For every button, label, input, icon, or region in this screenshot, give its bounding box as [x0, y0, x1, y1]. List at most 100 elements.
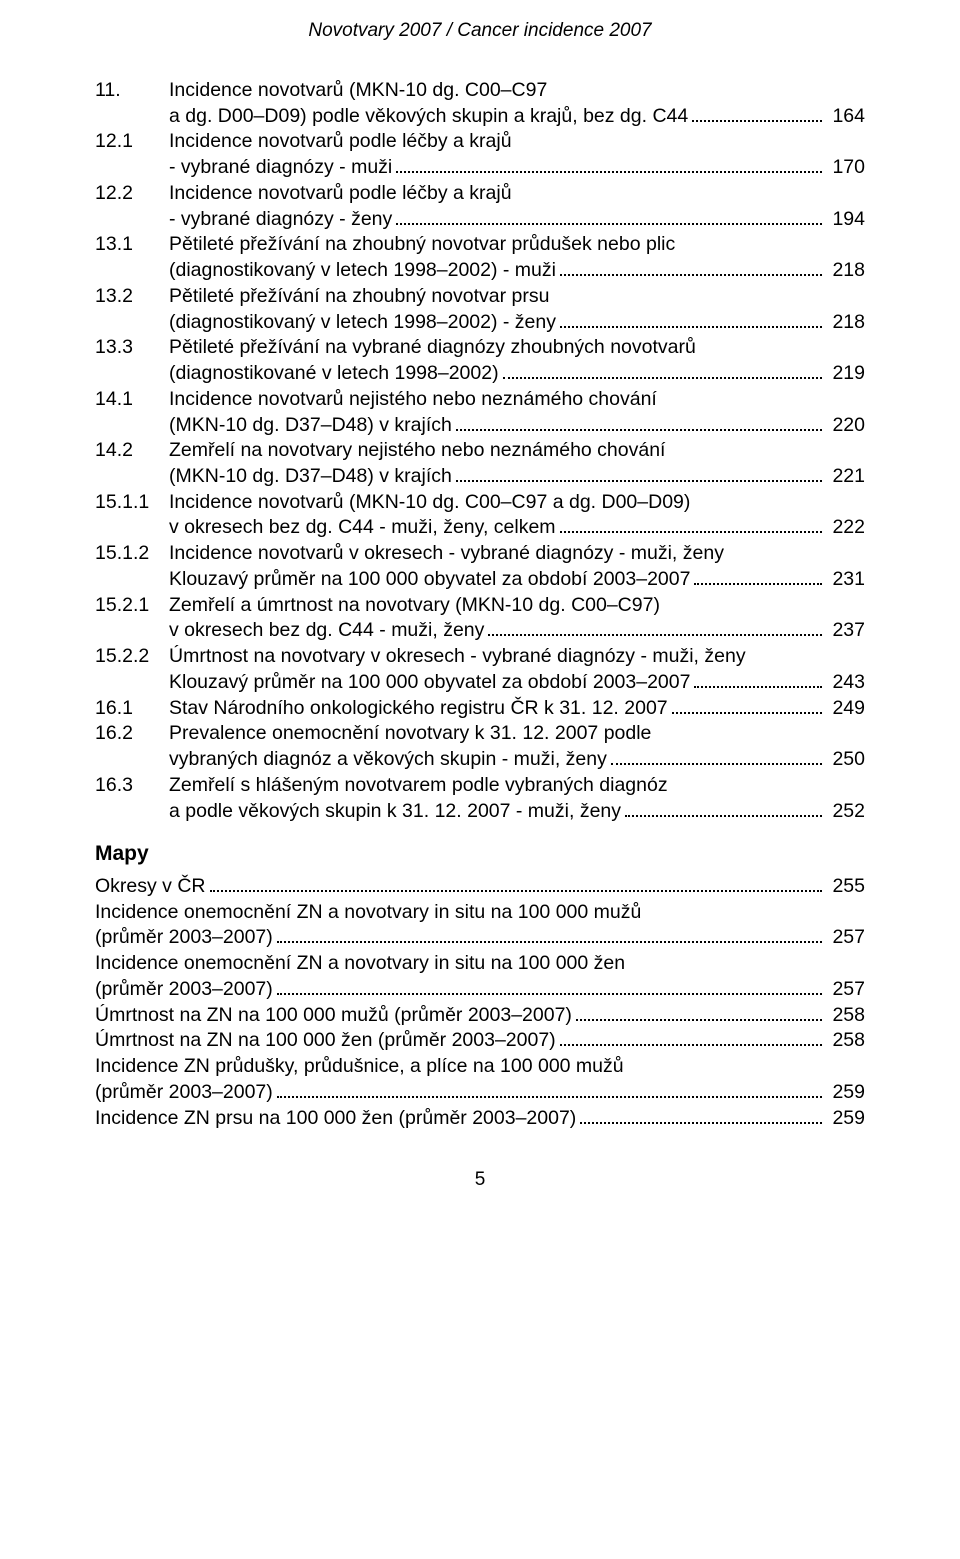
- toc-page: 258: [828, 1028, 865, 1054]
- toc-text: (průměr 2003–2007): [95, 1080, 273, 1106]
- toc-text: a dg. D00–D09) podle věkových skupin a k…: [169, 104, 688, 130]
- toc-page: 259: [828, 1106, 865, 1132]
- toc-text: (průměr 2003–2007): [95, 977, 273, 1003]
- toc-text: v okresech bez dg. C44 - muži, ženy, cel…: [169, 515, 556, 541]
- toc-text: (MKN-10 dg. D37–D48) v krajích: [169, 464, 452, 490]
- toc-page: 170: [828, 155, 865, 181]
- toc-line: a podle věkových skupin k 31. 12. 2007 -…: [169, 799, 865, 825]
- toc-number: 16.2: [95, 721, 169, 772]
- toc-entry: Incidence ZN průdušky, průdušnice, a plí…: [95, 1054, 865, 1105]
- toc-entry: 12.1Incidence novotvarů podle léčby a kr…: [95, 129, 865, 180]
- dot-leader: [576, 1019, 823, 1021]
- toc-line: Úmrtnost na novotvary v okresech - vybra…: [169, 644, 865, 670]
- toc-line: (MKN-10 dg. D37–D48) v krajích 220: [169, 413, 865, 439]
- toc-entry: 15.2.2Úmrtnost na novotvary v okresech -…: [95, 644, 865, 695]
- toc-entry: Incidence ZN prsu na 100 000 žen (průměr…: [95, 1106, 865, 1132]
- toc-line: - vybrané diagnózy - ženy194: [169, 207, 865, 233]
- dot-leader: [277, 1096, 823, 1098]
- dot-leader: [694, 686, 822, 688]
- toc-text: Incidence novotvarů podle léčby a krajů: [169, 181, 512, 207]
- toc-page: 257: [828, 977, 865, 1003]
- toc-text: Klouzavý průměr na 100 000 obyvatel za o…: [169, 567, 690, 593]
- toc-page: 221: [828, 464, 865, 490]
- toc-entry: 15.1.2Incidence novotvarů v okresech - v…: [95, 541, 865, 592]
- dot-leader: [503, 377, 823, 379]
- toc-line: Incidence ZN průdušky, průdušnice, a plí…: [95, 1054, 865, 1080]
- toc-line: Incidence ZN prsu na 100 000 žen (průměr…: [95, 1106, 865, 1132]
- toc-page: 258: [828, 1003, 865, 1029]
- toc-line: Incidence novotvarů v okresech - vybrané…: [169, 541, 865, 567]
- toc-text: Zemřelí s hlášeným novotvarem podle vybr…: [169, 773, 668, 799]
- toc-line: Incidence onemocnění ZN a novotvary in s…: [95, 900, 865, 926]
- toc-line: Pětileté přežívání na zhoubný novotvar p…: [169, 232, 865, 258]
- toc-text: (diagnostikované v letech 1998–2002): [169, 361, 499, 387]
- dot-leader: [277, 993, 823, 995]
- dot-leader: [625, 815, 822, 817]
- toc-entry: 15.1.1Incidence novotvarů (MKN-10 dg. C0…: [95, 490, 865, 541]
- toc-entry: 13.2Pětileté přežívání na zhoubný novotv…: [95, 284, 865, 335]
- toc-line: Incidence novotvarů (MKN-10 dg. C00–C97: [169, 78, 865, 104]
- toc-entry: Úmrtnost na ZN na 100 000 mužů (průměr 2…: [95, 1003, 865, 1029]
- dot-leader: [611, 763, 823, 765]
- toc-entry: 15.2.1Zemřelí a úmrtnost na novotvary (M…: [95, 593, 865, 644]
- page-number: 5: [95, 1169, 865, 1191]
- toc-entry: Incidence onemocnění ZN a novotvary in s…: [95, 900, 865, 951]
- toc-line: v okresech bez dg. C44 - muži, ženy 237: [169, 618, 865, 644]
- toc-line: (diagnostikovaný v letech 1998–2002) - m…: [169, 258, 865, 284]
- toc-text: v okresech bez dg. C44 - muži, ženy: [169, 618, 484, 644]
- toc-text: (diagnostikovaný v letech 1998–2002) - ž…: [169, 310, 556, 336]
- toc-text: Zemřelí a úmrtnost na novotvary (MKN-10 …: [169, 593, 660, 619]
- toc-page: 231: [828, 567, 865, 593]
- toc-page: 220: [828, 413, 865, 439]
- toc-line: a dg. D00–D09) podle věkových skupin a k…: [169, 104, 865, 130]
- toc-line: Pětileté přežívání na zhoubný novotvar p…: [169, 284, 865, 310]
- toc-page: 252: [828, 799, 865, 825]
- toc-text: Incidence novotvarů podle léčby a krajů: [169, 129, 512, 155]
- toc-text: Úmrtnost na ZN na 100 000 žen (průměr 20…: [95, 1028, 556, 1054]
- toc-entry: 14.1Incidence novotvarů nejistého nebo n…: [95, 387, 865, 438]
- toc-line: (průměr 2003–2007) 257: [95, 977, 865, 1003]
- dot-leader: [456, 480, 823, 482]
- toc-line: - vybrané diagnózy - muži 170: [169, 155, 865, 181]
- toc-entry: Incidence onemocnění ZN a novotvary in s…: [95, 951, 865, 1002]
- toc-page: 249: [828, 696, 865, 722]
- toc-text: Zemřelí na novotvary nejistého nebo nezn…: [169, 438, 665, 464]
- dot-leader: [560, 531, 823, 533]
- toc-text: vybraných diagnóz a věkových skupin - mu…: [169, 747, 607, 773]
- toc-page: 218: [828, 310, 865, 336]
- toc-page: 255: [828, 874, 865, 900]
- toc-text: Prevalence onemocnění novotvary k 31. 12…: [169, 721, 651, 747]
- toc-text: Incidence novotvarů (MKN-10 dg. C00–C97: [169, 78, 547, 104]
- toc-text: Úmrtnost na novotvary v okresech - vybra…: [169, 644, 746, 670]
- toc-page: 237: [828, 618, 865, 644]
- toc-line: Klouzavý průměr na 100 000 obyvatel za o…: [169, 670, 865, 696]
- toc-line: (průměr 2003–2007)257: [95, 925, 865, 951]
- toc-number: 15.1.2: [95, 541, 169, 592]
- toc-page: 219: [828, 361, 865, 387]
- toc-line: Okresy v ČR255: [95, 874, 865, 900]
- toc-line: Zemřelí s hlášeným novotvarem podle vybr…: [169, 773, 865, 799]
- dot-leader: [396, 223, 822, 225]
- toc-number: 16.1: [95, 696, 169, 722]
- toc-line: Incidence novotvarů (MKN-10 dg. C00–C97 …: [169, 490, 865, 516]
- dot-leader: [694, 583, 822, 585]
- toc-line: Prevalence onemocnění novotvary k 31. 12…: [169, 721, 865, 747]
- toc-text: Incidence ZN prsu na 100 000 žen (průměr…: [95, 1106, 576, 1132]
- toc-text: Pětileté přežívání na vybrané diagnózy z…: [169, 335, 696, 361]
- dot-leader: [210, 890, 823, 892]
- toc-text: Stav Národního onkologického registru ČR…: [169, 696, 668, 722]
- toc-line: Úmrtnost na ZN na 100 000 žen (průměr 20…: [95, 1028, 865, 1054]
- toc-line: Incidence novotvarů podle léčby a krajů: [169, 129, 865, 155]
- toc-number: 15.1.1: [95, 490, 169, 541]
- toc-entry: Okresy v ČR255: [95, 874, 865, 900]
- toc-line: v okresech bez dg. C44 - muži, ženy, cel…: [169, 515, 865, 541]
- toc-line: Incidence novotvarů podle léčby a krajů: [169, 181, 865, 207]
- toc-page: 194: [828, 207, 865, 233]
- toc-page: 250: [828, 747, 865, 773]
- toc-text: (MKN-10 dg. D37–D48) v krajích: [169, 413, 452, 439]
- toc-page: 218: [828, 258, 865, 284]
- toc-number: 14.1: [95, 387, 169, 438]
- page-header: Novotvary 2007 / Cancer incidence 2007: [95, 20, 865, 42]
- toc-entry: Úmrtnost na ZN na 100 000 žen (průměr 20…: [95, 1028, 865, 1054]
- toc-text: - vybrané diagnózy - muži: [169, 155, 392, 181]
